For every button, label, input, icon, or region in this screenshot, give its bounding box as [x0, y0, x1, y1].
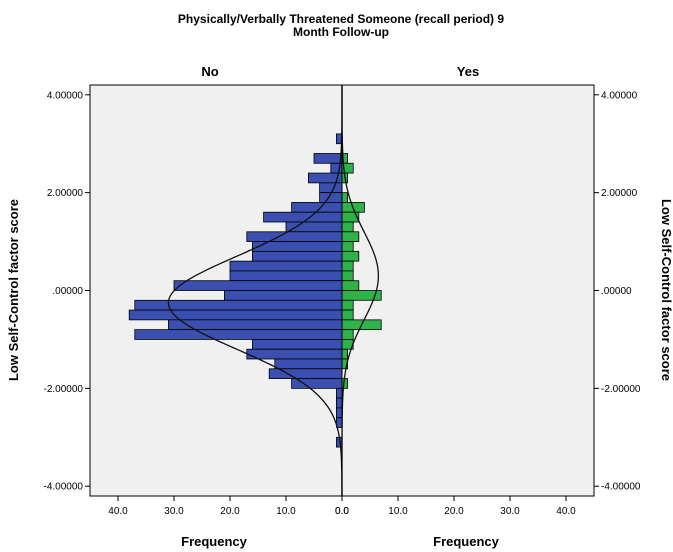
x-axis-label-left: Frequency — [181, 534, 248, 549]
x-tick-label-left: 0.0 — [335, 506, 349, 517]
bar-no — [173, 280, 343, 291]
bar-no — [274, 358, 343, 370]
bar-yes — [341, 329, 354, 340]
bar-yes — [341, 192, 348, 203]
bar-no — [223, 290, 343, 301]
bar-yes — [341, 348, 348, 360]
bar-no — [246, 231, 343, 242]
bar-no — [285, 221, 343, 233]
y-tick-label-left: -4.00000 — [44, 482, 84, 493]
bar-no — [335, 397, 343, 409]
bar-yes — [341, 280, 360, 291]
bar-no — [313, 153, 343, 164]
bar-no — [268, 368, 343, 379]
bar-no — [134, 299, 343, 311]
y-tick-label-right: 2.00000 — [601, 188, 638, 199]
bar-yes — [341, 250, 360, 262]
bar-yes — [341, 270, 354, 282]
bar-no — [251, 250, 343, 262]
plot-area — [89, 84, 595, 497]
x-tick-label-right: 10.0 — [388, 506, 408, 517]
bar-no — [229, 260, 343, 272]
panel-label-no: No — [201, 64, 218, 79]
x-tick-label-right: 30.0 — [500, 506, 520, 517]
x-tick-label-right: 20.0 — [444, 506, 464, 517]
panel-label-yes: Yes — [457, 64, 479, 79]
y-axis-label-left: Low Self-Control factor score — [6, 199, 21, 381]
x-tick-label-left: 40.0 — [108, 506, 128, 517]
y-axis-label-right: Low Self-Control factor score — [659, 199, 673, 381]
x-tick-label-left: 10.0 — [276, 506, 296, 517]
y-tick-label-right: -4.00000 — [601, 482, 641, 493]
bar-no — [335, 387, 343, 399]
bar-no — [167, 319, 343, 331]
bar-yes — [341, 309, 354, 321]
chart-title-line-1: Physically/Verbally Threatened Someone (… — [178, 12, 504, 26]
bar-no — [246, 348, 343, 360]
x-tick-label-right: 0.0 — [335, 506, 349, 517]
chart-title-line-2: Month Follow-up — [293, 25, 389, 39]
y-axis-left: 4.00000 2.00000 .00000 -2.00000 -4.00000 — [44, 90, 90, 493]
x-axis: 40.0 30.0 20.0 10.0 0.00.0 10.0 20.0 30.0 40.0 — [108, 496, 576, 517]
y-tick-label-left: .00000 — [52, 286, 83, 297]
bar-no — [263, 211, 343, 223]
x-axis-label-right: Frequency — [433, 534, 500, 549]
y-tick-label-left: 2.00000 — [47, 188, 84, 199]
y-tick-label-left: -2.00000 — [44, 384, 84, 395]
normal-curve-no — [167, 85, 343, 497]
bar-no — [335, 407, 343, 419]
bar-yes — [341, 299, 354, 311]
bar-yes — [341, 231, 360, 242]
bar-no — [128, 309, 343, 321]
y-tick-label-right: 4.00000 — [601, 90, 638, 101]
bar-yes — [341, 241, 354, 252]
bar-no — [319, 182, 343, 194]
bar-yes — [341, 221, 354, 233]
bar-no — [251, 339, 343, 350]
x-tick-label-left: 30.0 — [164, 506, 184, 517]
bar-no — [229, 270, 343, 282]
x-tick-label-left: 20.0 — [220, 506, 240, 517]
y-tick-label-right: -2.00000 — [601, 384, 641, 395]
bars-no — [128, 133, 343, 448]
bar-yes — [341, 260, 354, 272]
y-tick-label-right: .00000 — [601, 286, 632, 297]
y-axis-right: 4.00000 2.00000 .00000 -2.00000 -4.00000 — [594, 90, 641, 493]
bar-no — [134, 329, 343, 340]
y-tick-label-left: 4.00000 — [47, 90, 84, 101]
x-tick-label-right: 40.0 — [556, 506, 576, 517]
